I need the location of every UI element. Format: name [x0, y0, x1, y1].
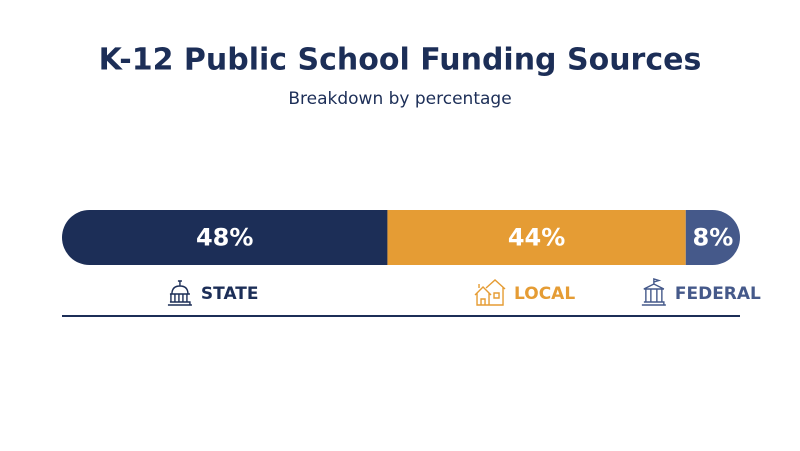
chart-title: K-12 Public School Funding Sources: [99, 43, 702, 78]
legend-entry: STATE: [167, 280, 259, 306]
legend-icon: [167, 280, 192, 306]
value-label: 48%: [196, 224, 253, 252]
bar-segment: [62, 210, 388, 265]
bar-segment: [387, 210, 686, 265]
value-label: 44%: [508, 224, 565, 252]
legend-entry: FEDERAL: [641, 278, 761, 306]
icon-part: [474, 279, 506, 306]
legend-icon: [474, 279, 506, 306]
value-label: 8%: [693, 224, 734, 252]
stacked-bar: [62, 210, 740, 265]
legend-label: LOCAL: [514, 284, 575, 304]
chart-subtitle: Breakdown by percentage: [288, 89, 511, 109]
icon-part: [641, 278, 666, 306]
legend-entry: LOCAL: [474, 279, 575, 306]
legend-label: STATE: [201, 284, 259, 304]
icon-part: [167, 280, 192, 306]
legend-label: FEDERAL: [675, 284, 761, 304]
legend-icon: [641, 278, 666, 306]
bar-segment: [685, 210, 740, 265]
